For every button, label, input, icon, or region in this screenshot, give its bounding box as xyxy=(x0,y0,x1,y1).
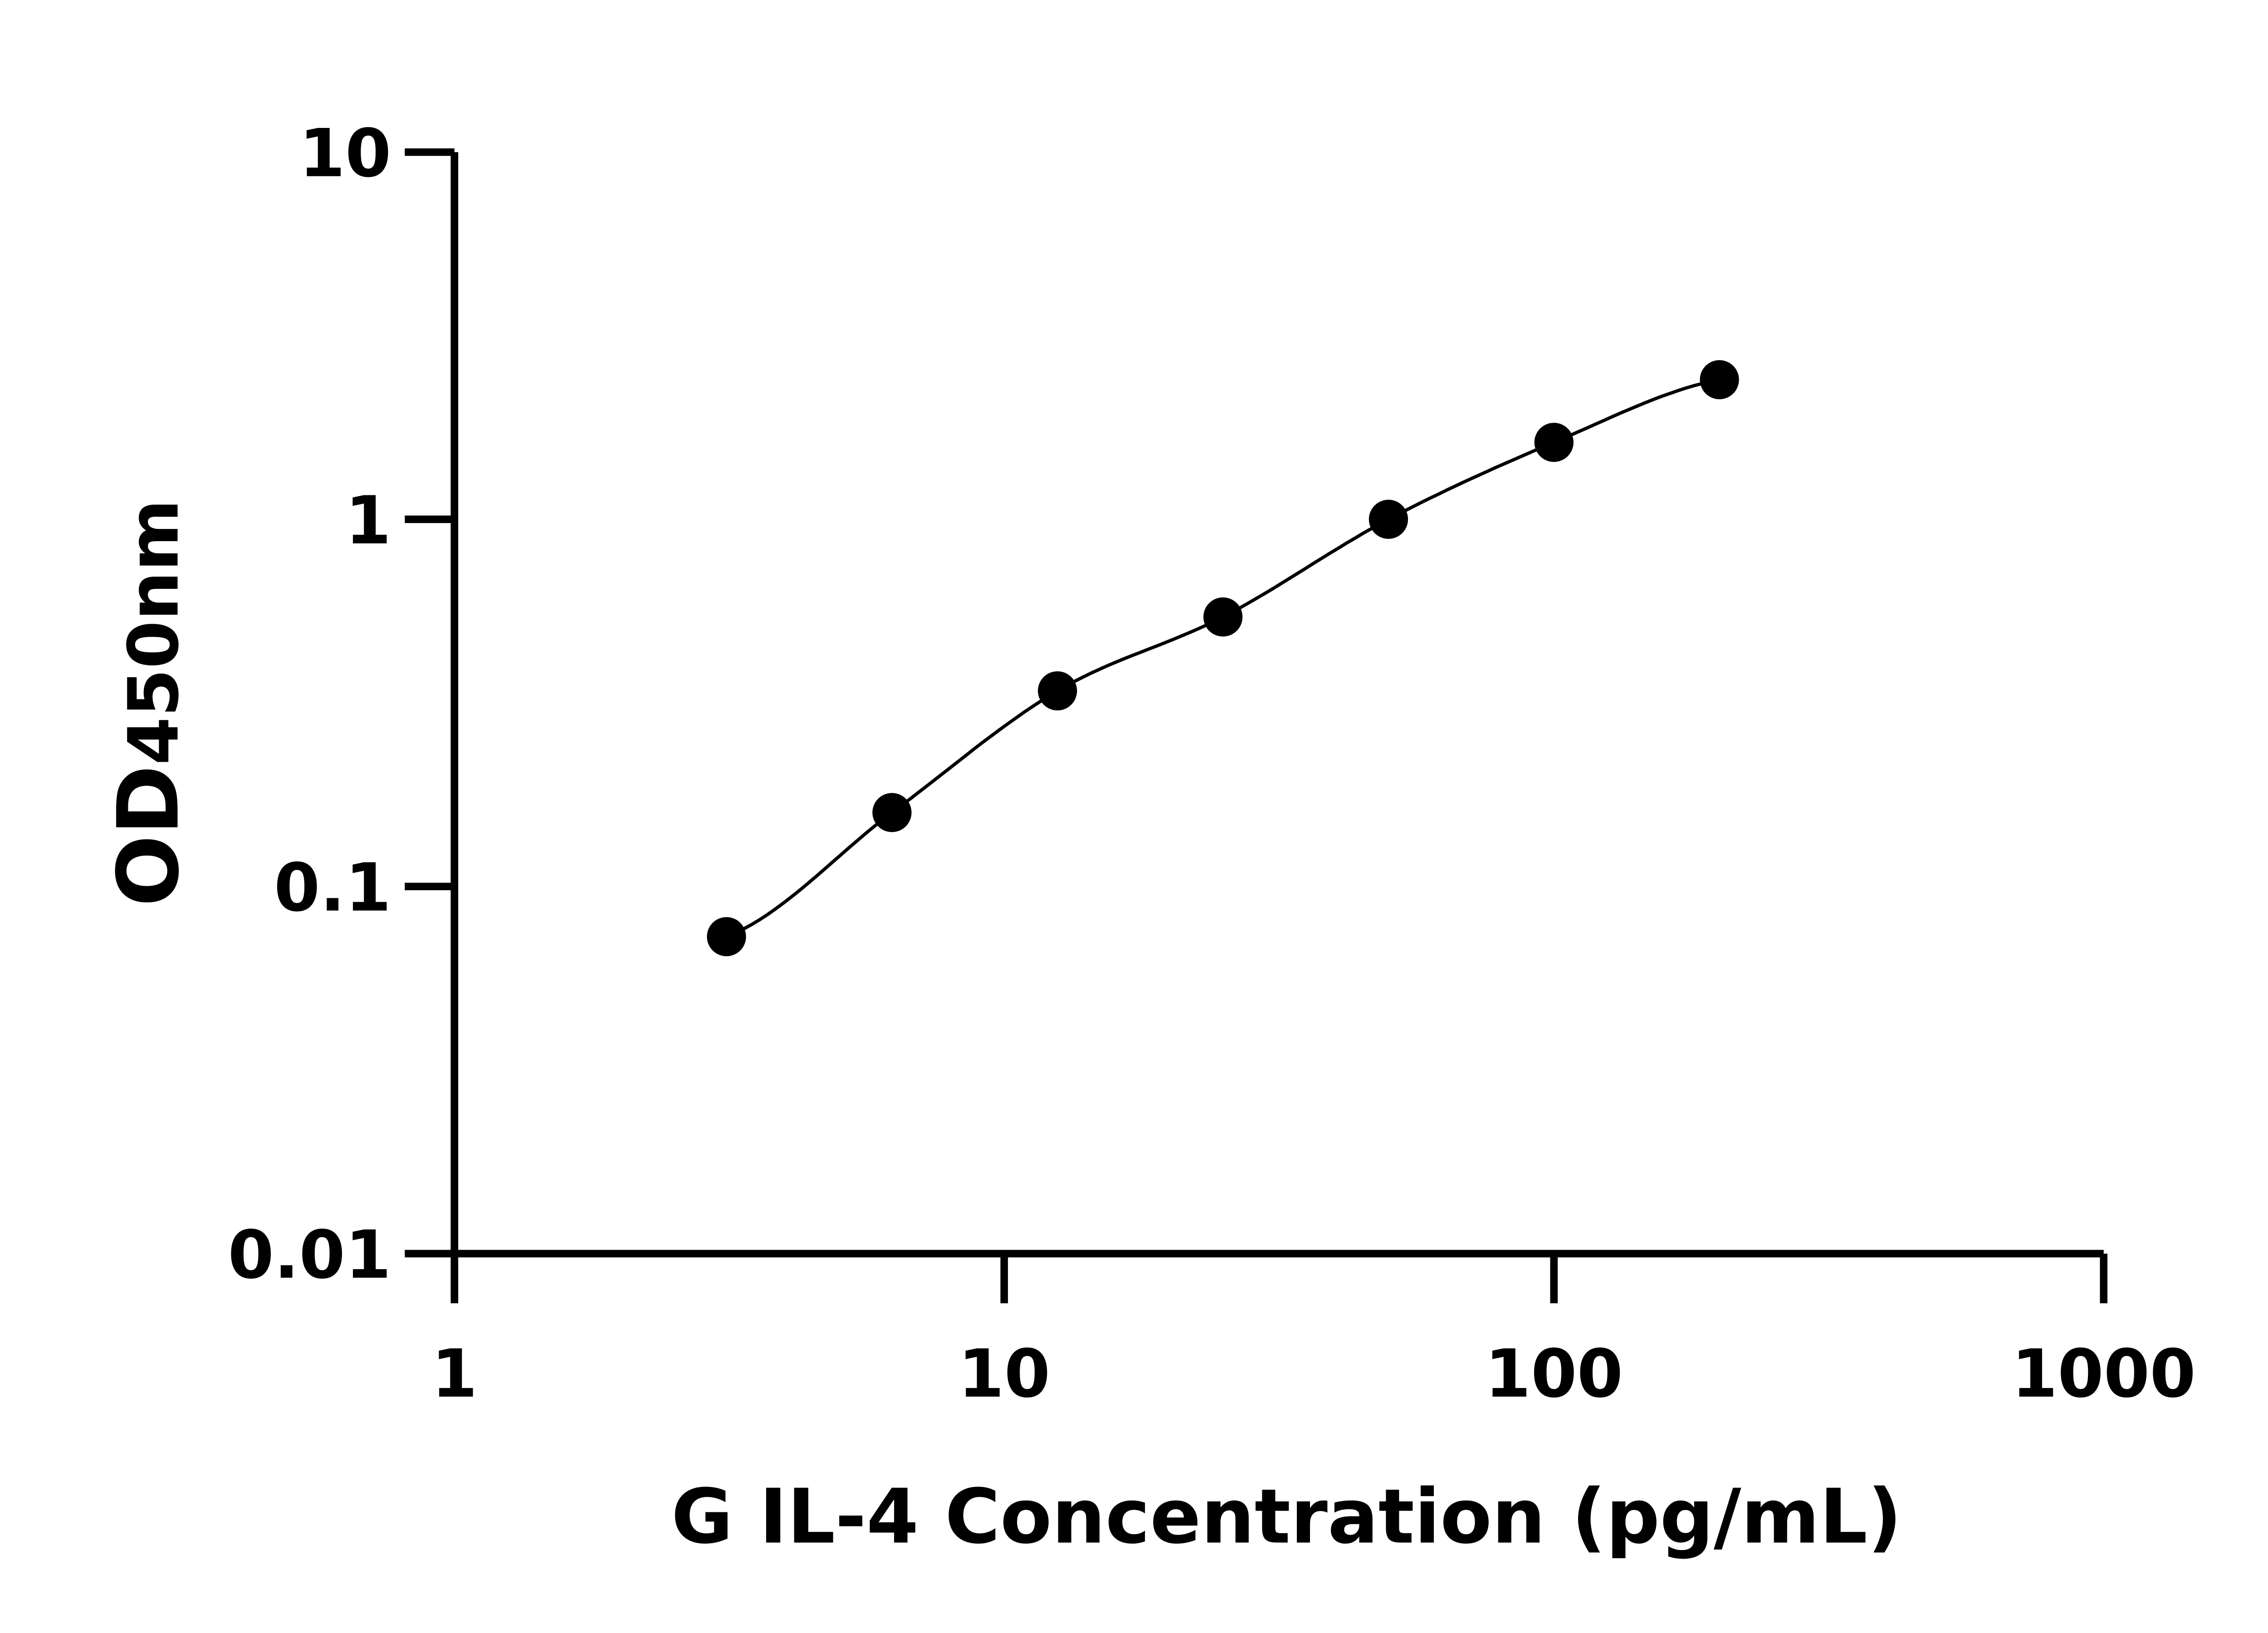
y-axis-label: OD450nm xyxy=(99,499,197,906)
data-point xyxy=(1700,360,1739,400)
tick-labels: 1 10 100 1000 0.01 0.1 1 10 xyxy=(228,115,2195,1412)
y-tick-label: 10 xyxy=(299,115,391,192)
y-axis-label-sub: 450nm xyxy=(113,499,194,765)
data-point xyxy=(1038,671,1077,711)
data-point xyxy=(707,917,746,957)
x-tick-label: 10 xyxy=(958,1336,1050,1413)
x-tick-label: 1000 xyxy=(2012,1336,2196,1413)
x-tick-label: 1 xyxy=(431,1336,478,1413)
data-points xyxy=(707,360,1739,957)
y-axis-label-main: OD xyxy=(99,765,197,907)
x-tick-label: 100 xyxy=(1485,1336,1623,1413)
data-point xyxy=(1369,499,1408,539)
data-point xyxy=(1203,597,1243,637)
y-tick-label: 1 xyxy=(345,483,391,559)
y-tick-label: 0.01 xyxy=(228,1217,391,1294)
data-point xyxy=(1534,423,1574,462)
axes xyxy=(405,148,2108,1304)
fit-curve xyxy=(726,378,1720,939)
y-tick-label: 0.1 xyxy=(274,850,391,926)
x-axis-label: G IL-4 Concentration (pg/mL) xyxy=(671,1473,1902,1561)
data-point xyxy=(872,793,912,832)
